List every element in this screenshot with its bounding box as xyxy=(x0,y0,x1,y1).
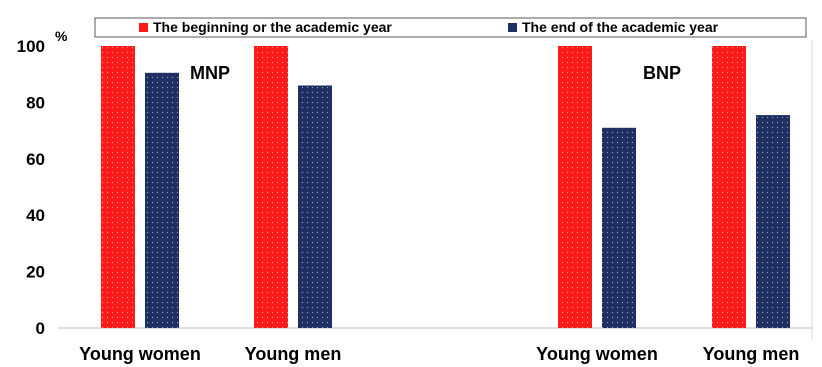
bar-texture-series0-cat1 xyxy=(254,46,288,328)
legend-box xyxy=(94,17,807,38)
group-label-bnp: BNP xyxy=(643,63,681,83)
category-label-0: Young women xyxy=(79,344,201,364)
legend-label-end: The end of the academic year xyxy=(522,19,719,35)
category-label-1: Young men xyxy=(245,344,342,364)
y-tick-label-100: 100 xyxy=(17,37,45,56)
legend-swatch-end xyxy=(508,23,517,32)
y-unit-label: % xyxy=(55,28,68,44)
category-label-3: Young men xyxy=(703,344,800,364)
y-tick-label-40: 40 xyxy=(26,206,45,225)
bar-texture-series0-cat0 xyxy=(101,46,135,328)
y-axis-ticks: 0 20 40 60 80 100 xyxy=(17,37,45,338)
legend-label-begin: The beginning or the academic year xyxy=(153,19,392,35)
x-axis-labels: Young women Young men Young women Young men xyxy=(79,344,799,364)
bar-texture-series1-cat2 xyxy=(602,127,636,328)
legend: The beginning or the academic year The e… xyxy=(94,17,807,38)
y-tick-label-20: 20 xyxy=(26,263,45,282)
y-tick-label-80: 80 xyxy=(26,93,45,112)
y-tick-label-0: 0 xyxy=(36,319,45,338)
bar-texture-series0-cat2 xyxy=(558,46,592,328)
bars xyxy=(101,46,790,328)
category-label-2: Young women xyxy=(536,344,658,364)
group-label-mnp: MNP xyxy=(190,63,230,83)
bar-texture-series0-cat3 xyxy=(712,46,746,328)
bar-texture-series1-cat0 xyxy=(145,72,179,328)
bar-texture-series1-cat3 xyxy=(756,115,790,328)
legend-swatch-begin xyxy=(139,23,148,32)
bar-texture-series1-cat1 xyxy=(298,85,332,328)
y-tick-label-60: 60 xyxy=(26,150,45,169)
